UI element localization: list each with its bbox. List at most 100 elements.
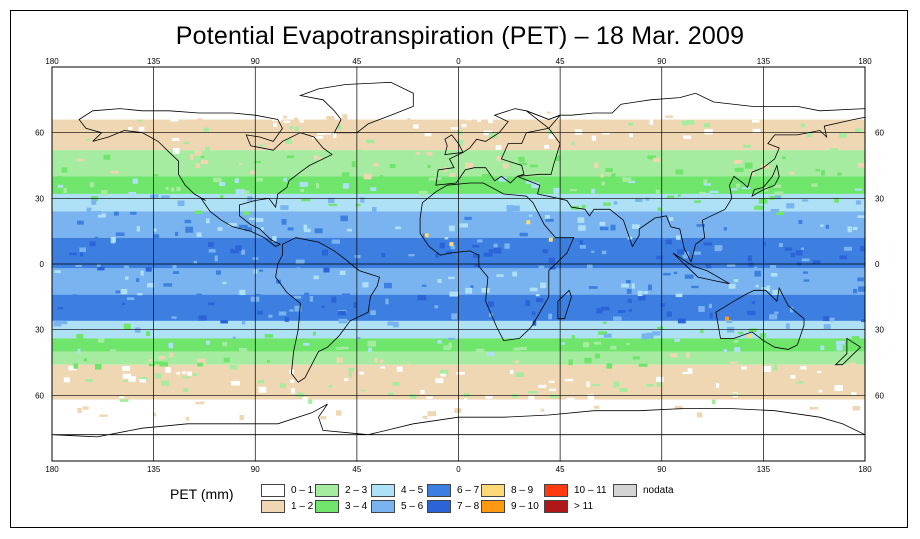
pet-cell — [385, 298, 389, 305]
pet-cell — [96, 263, 101, 267]
pet-cell — [124, 265, 129, 269]
pet-cell — [656, 381, 661, 387]
pet-cell — [860, 319, 865, 323]
pet-cell — [290, 388, 296, 394]
pet-cell — [374, 357, 378, 363]
pet-cell — [646, 332, 654, 339]
pet-cell — [223, 357, 230, 363]
pet-cell — [53, 320, 62, 327]
pet-cell — [496, 274, 504, 277]
pet-cell — [631, 283, 635, 289]
pet-cell — [283, 115, 288, 119]
pet-cell — [231, 380, 241, 386]
pet-cell — [91, 199, 97, 205]
pet-cell — [316, 183, 320, 189]
pet-cell — [125, 402, 133, 408]
pet-cell — [548, 313, 552, 320]
pet-cell — [126, 297, 135, 301]
pet-cell — [518, 156, 525, 163]
pet-cell — [628, 308, 632, 312]
pet-cell — [246, 193, 254, 197]
pet-cell — [356, 336, 361, 340]
pet-cell — [172, 271, 180, 274]
pet-cell — [214, 255, 218, 262]
pet-cell — [540, 282, 547, 289]
pet-cell — [591, 188, 595, 194]
pet-cell — [448, 225, 455, 232]
pet-cell — [504, 243, 510, 249]
pet-cell — [136, 226, 140, 232]
legend-swatch — [315, 500, 339, 513]
pet-cell — [806, 131, 812, 138]
left-tick-label: 60 — [35, 391, 44, 400]
pet-cell — [529, 287, 538, 292]
pet-cell — [736, 183, 741, 188]
pet-cell — [575, 129, 582, 135]
pet-cell — [587, 394, 595, 400]
pet-cell — [77, 220, 84, 225]
pet-cell — [177, 200, 185, 207]
pet-cell — [110, 236, 116, 243]
pet-cell — [194, 150, 202, 156]
pet-cell — [174, 231, 179, 236]
pet-cell — [852, 288, 858, 294]
pet-cell — [613, 381, 620, 388]
pet-cell — [549, 394, 559, 399]
pet-cell — [409, 394, 417, 399]
pet-cell — [774, 195, 781, 200]
pet-cell — [67, 112, 76, 117]
pet-cell — [613, 201, 618, 205]
pet-cell — [303, 224, 307, 231]
pet-cell — [440, 369, 449, 375]
pet-cell — [257, 379, 265, 384]
pet-cell — [286, 155, 294, 159]
pet-cell — [839, 255, 847, 260]
pet-cell — [601, 181, 605, 186]
legend-swatch — [544, 500, 568, 513]
pet-cell — [510, 369, 514, 375]
pet-cell — [593, 341, 602, 345]
pet-cell — [627, 298, 632, 303]
pet-cell — [313, 155, 318, 159]
pet-cell — [798, 219, 803, 225]
pet-cell — [91, 196, 99, 202]
pet-cell — [748, 328, 758, 332]
pet-cell — [637, 290, 643, 297]
pet-cell — [754, 266, 758, 271]
pet-cell — [362, 282, 369, 288]
pet-cell — [703, 183, 711, 186]
pet-cell — [800, 123, 805, 128]
pet-cell — [109, 349, 116, 352]
pet-cell — [257, 310, 263, 315]
pet-cell — [570, 141, 575, 146]
pet-hotspot — [449, 242, 454, 247]
pet-cell — [241, 190, 250, 195]
pet-cell — [183, 141, 189, 145]
pet-cell — [193, 260, 197, 264]
pet-cell — [184, 219, 192, 224]
pet-cell — [208, 242, 214, 248]
pet-cell — [83, 358, 87, 362]
pet-cell — [379, 359, 383, 364]
bottom-tick-label: 180 — [45, 465, 59, 474]
pet-cell — [145, 331, 151, 336]
pet-cell — [333, 133, 337, 139]
pet-cell — [853, 414, 862, 419]
pet-cell — [529, 164, 538, 168]
pet-cell — [317, 133, 325, 136]
pet-cell — [848, 362, 856, 365]
pet-cell — [715, 383, 720, 388]
pet-cell — [519, 232, 528, 237]
pet-cell — [208, 302, 215, 306]
pet-cell — [413, 124, 419, 129]
legend-swatch — [544, 484, 568, 497]
pet-cell — [304, 292, 310, 297]
top-tick-label: 45 — [556, 57, 565, 66]
pet-cell — [322, 132, 331, 135]
pet-cell — [85, 378, 93, 382]
pet-cell — [387, 321, 394, 326]
coastline-africa — [419, 182, 575, 342]
pet-cell — [417, 113, 425, 119]
pet-cell — [457, 139, 464, 146]
pet-cell — [628, 122, 634, 126]
